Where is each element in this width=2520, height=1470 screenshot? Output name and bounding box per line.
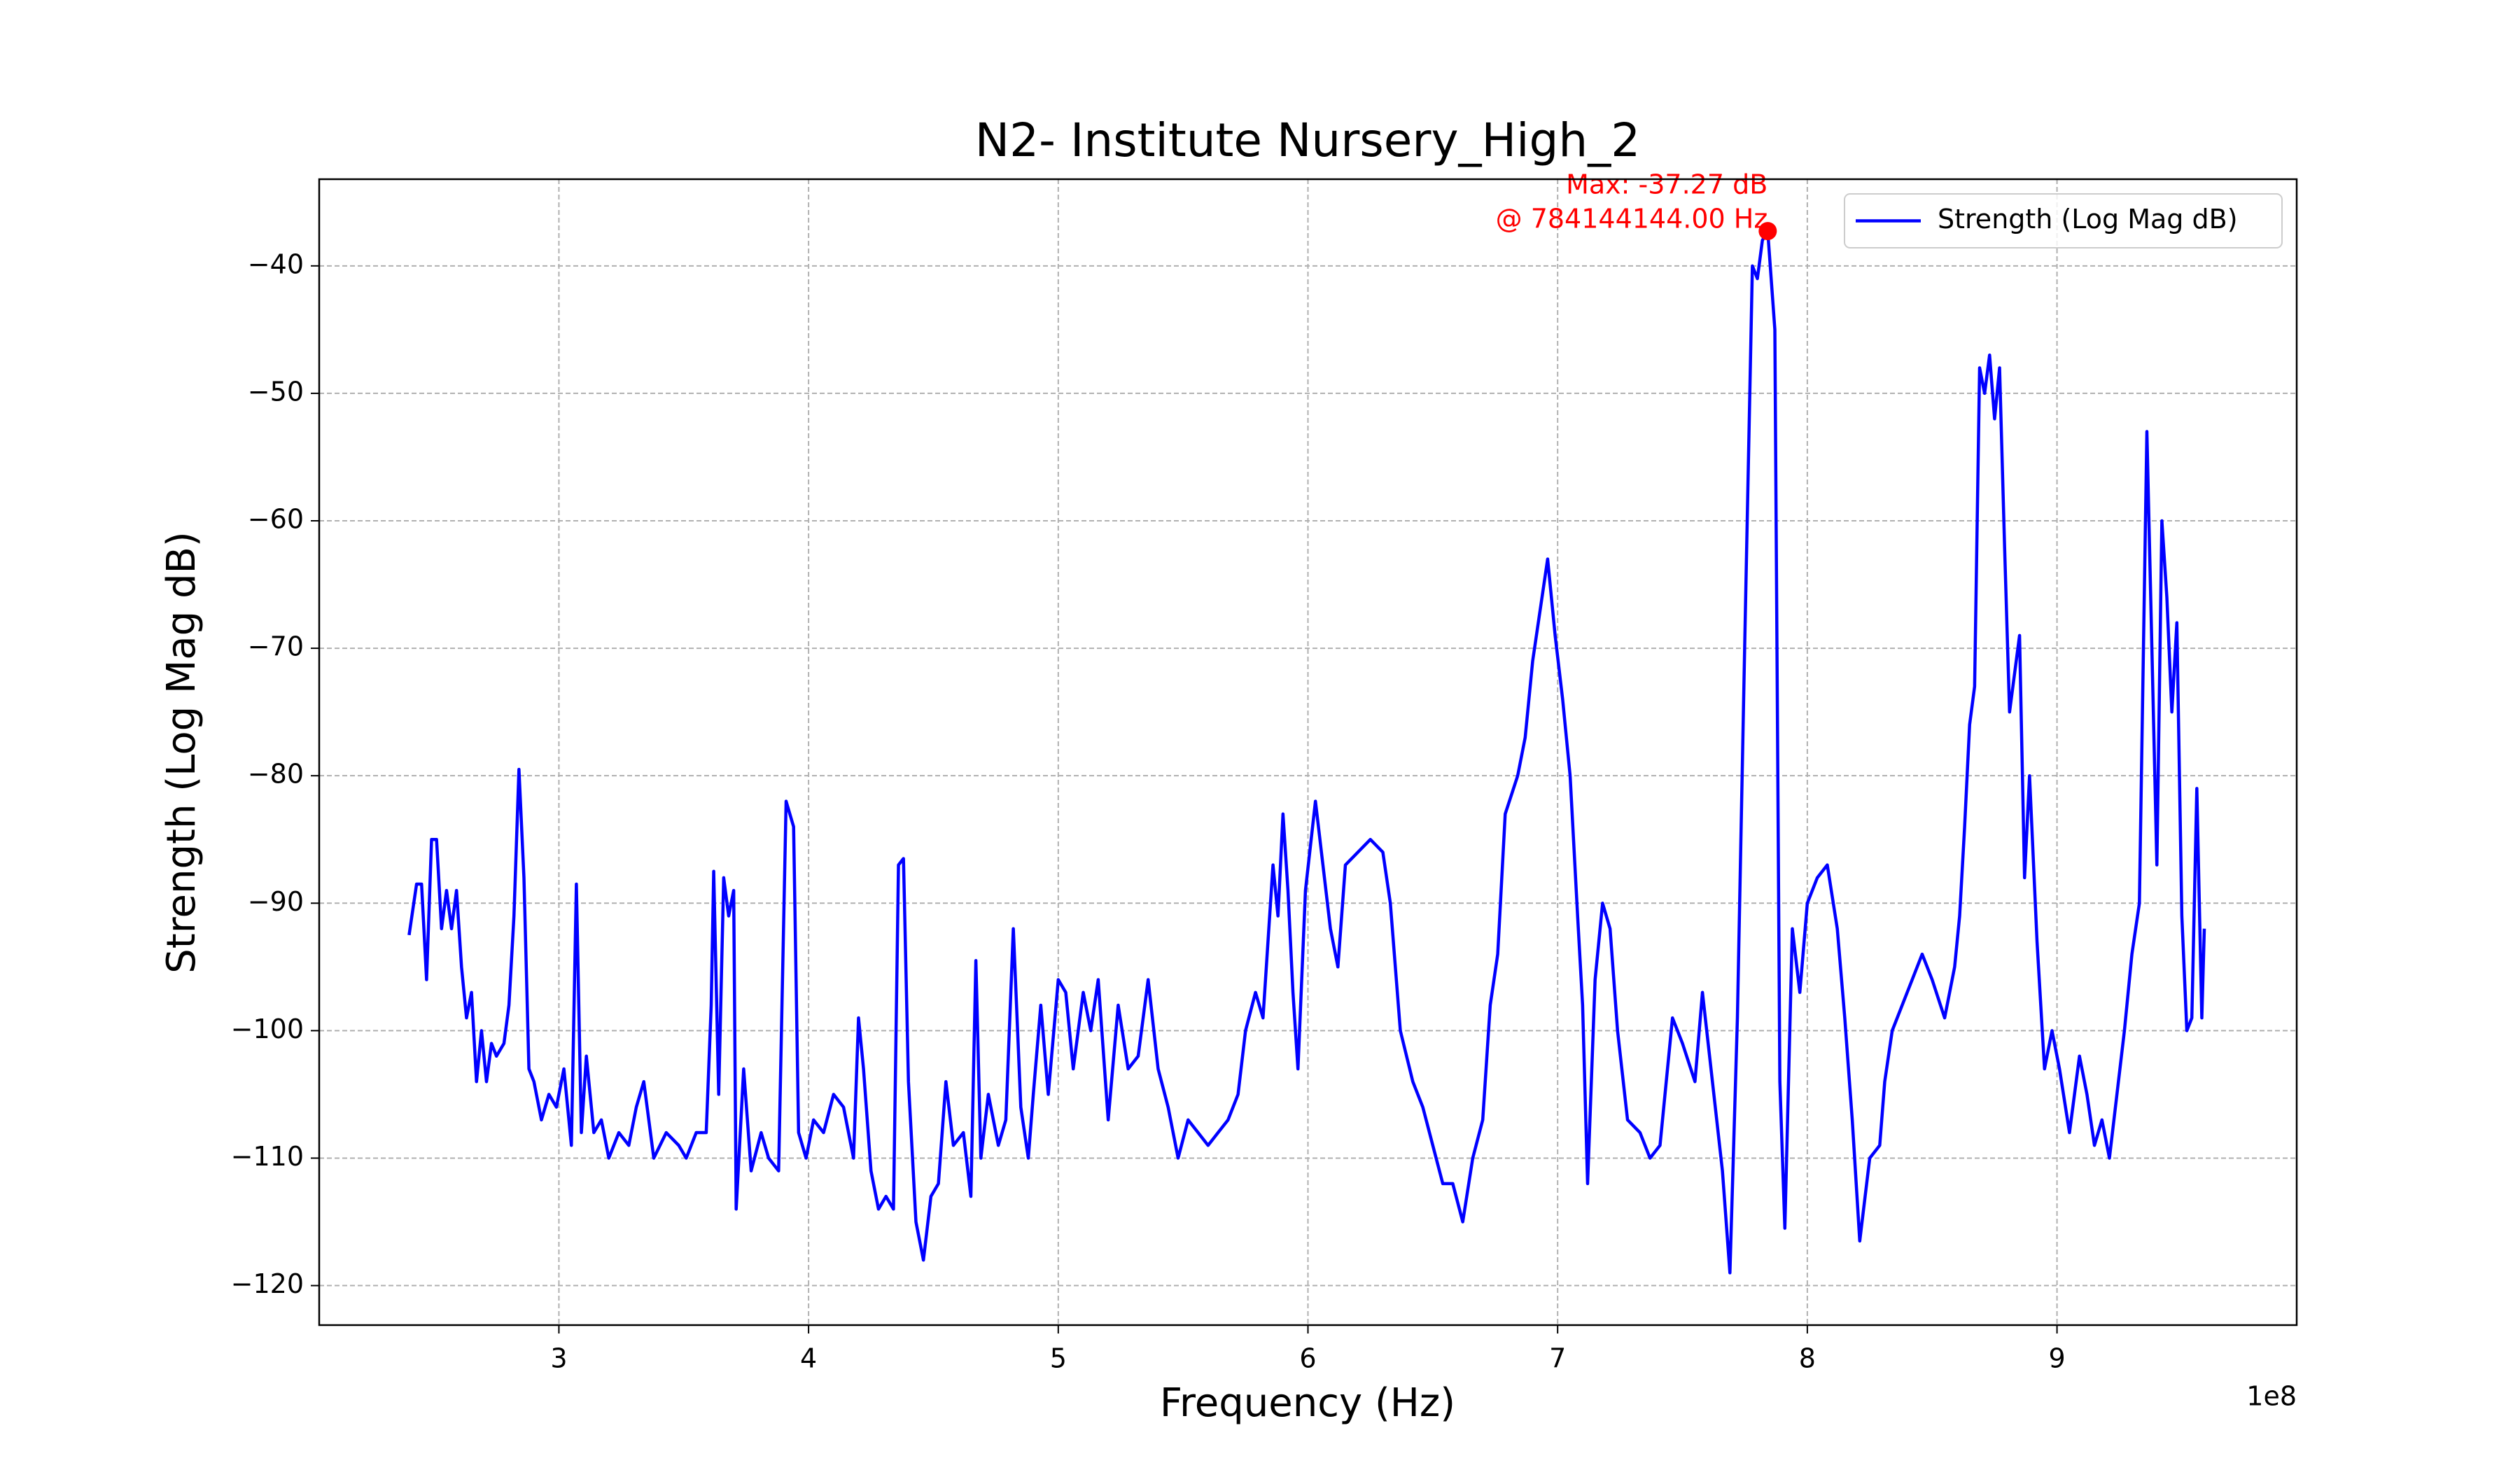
- legend-box: [1844, 193, 2283, 248]
- legend-label: Strength (Log Mag dB): [1938, 204, 2238, 234]
- x-axis-label: Frequency (Hz): [1160, 1380, 1455, 1426]
- x-offset-label: 1e8: [2246, 1381, 2297, 1412]
- data-line: [407, 229, 2206, 1275]
- y-tick-label: −90: [248, 886, 304, 917]
- y-tick-label: −120: [231, 1268, 304, 1299]
- chart-title: N2- Institute Nursery_High_2: [975, 113, 1640, 167]
- y-tick-label: −60: [248, 504, 304, 535]
- max-annotation: Max: -37.27 dB: [1566, 169, 1768, 200]
- max-marker: [1758, 222, 1777, 241]
- x-tick-label: 5: [1050, 1343, 1067, 1374]
- plot-frame: [318, 178, 2298, 1326]
- x-tick-label: 8: [1799, 1343, 1816, 1374]
- y-tick-label: −40: [248, 248, 304, 279]
- y-tick-label: −100: [231, 1014, 304, 1044]
- y-tick-label: −70: [248, 631, 304, 662]
- y-tick-label: −50: [248, 376, 304, 407]
- x-tick-label: 7: [1549, 1343, 1566, 1374]
- x-tick-label: 9: [2048, 1343, 2065, 1374]
- x-tick-label: 6: [1299, 1343, 1316, 1374]
- y-tick-label: −110: [231, 1141, 304, 1172]
- y-axis-label: Strength (Log Mag dB): [159, 531, 204, 974]
- x-tick-label: 3: [550, 1343, 567, 1374]
- max-annotation: @ 784144144.00 Hz: [1496, 204, 1768, 234]
- x-tick-label: 4: [800, 1343, 817, 1374]
- y-tick-label: −80: [248, 759, 304, 790]
